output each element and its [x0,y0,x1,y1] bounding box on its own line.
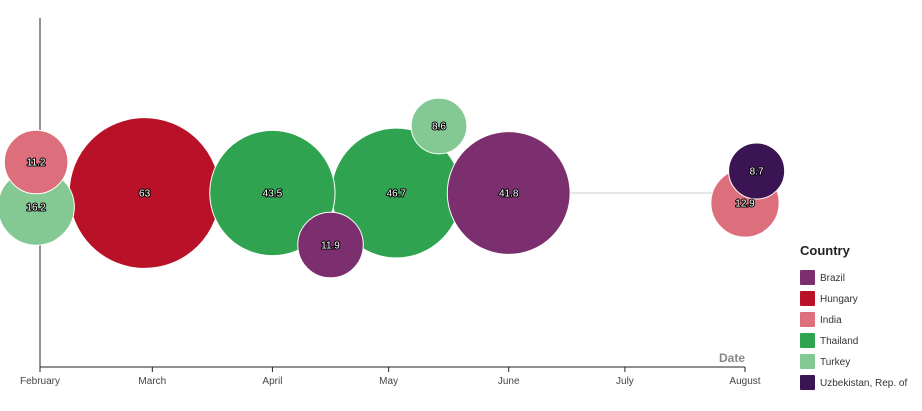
bubble-label-india-1: 12.9 [735,199,755,210]
legend-swatch-turkey[interactable] [800,354,815,369]
x-tick-label-june: June [498,376,520,387]
bubble-label-thailand-0: 43.5 [263,189,283,200]
legend-label-turkey[interactable]: Turkey [820,357,850,368]
bubble-label-brazil-1: 41.8 [499,189,519,200]
legend-label-hungary[interactable]: Hungary [820,294,858,305]
bubbles [0,97,786,279]
bubble-label-brazil-0: 11.9 [321,241,340,252]
bubble-brazil-1[interactable] [446,131,571,255]
legend-title: Country [800,243,851,258]
bubble-india-0[interactable] [3,129,69,195]
bubble-uzbekistan-rep-of-0[interactable] [728,142,786,200]
bubble-thailand-0[interactable] [209,129,336,257]
x-tick-label-march: March [138,376,166,387]
x-tick-label-may: May [379,376,398,387]
bubble-label-india-0: 11.2 [27,158,46,169]
legend-label-thailand[interactable]: Thailand [820,336,858,347]
x-axis-title: Date [719,351,745,365]
bubble-label-turkey-1: 8.6 [432,122,446,133]
legend-swatch-thailand[interactable] [800,333,815,348]
bubble-label-turkey-0: 16.2 [26,203,46,214]
legend-swatch-brazil[interactable] [800,270,815,285]
legend-label-india[interactable]: India [820,315,842,326]
x-tick-label-july: July [616,376,634,387]
x-tick-label-april: April [262,376,282,387]
legend-swatch-india[interactable] [800,312,815,327]
bubble-label-hungary-0: 63 [139,189,151,200]
legend[interactable]: Country Brazil Hungary India Thailand Turkey… [800,243,907,390]
bubble-brazil-0[interactable] [297,211,364,279]
x-tick-label-february: February [20,376,60,387]
bubble-turkey-1[interactable] [410,97,468,155]
bubble-label-uzbekistan-rep-of-0: 8.7 [750,167,764,178]
bubble-labels: 63 46.7 43.5 41.8 16.2 12.9 11.9 11.2 8.7 8.6 [25,121,765,253]
x-tick-label-august: August [729,376,760,387]
legend-label-uzbekistan-rep-of[interactable]: Uzbekistan, Rep. of [820,378,907,389]
legend-swatch-uzbekistan-rep-of[interactable] [800,375,815,390]
bubble-label-thailand-1: 46.7 [387,189,407,200]
legend-swatch-hungary[interactable] [800,291,815,306]
legend-label-brazil[interactable]: Brazil [820,273,845,284]
